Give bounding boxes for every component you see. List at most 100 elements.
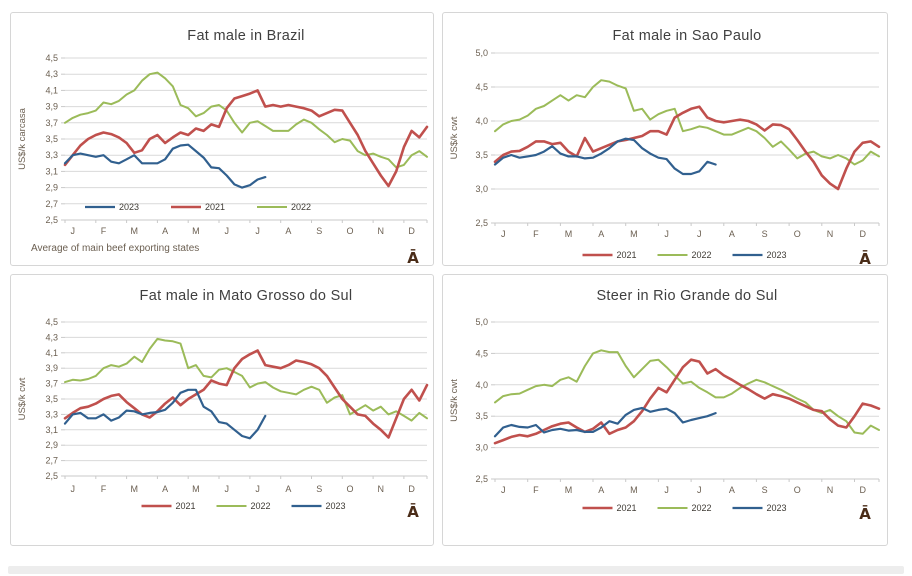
y-tick-label: 4,3 [45,332,58,342]
y-tick-label: 3,7 [45,379,58,389]
legend: 2021 2022 2023 [582,250,787,260]
y-tick-label: 4,5 [475,348,488,358]
legend-label: 2022 [251,501,271,511]
y-tick-label: 2,9 [45,440,58,450]
x-tick-label: O [794,485,801,495]
x-tick-label: A [285,484,291,494]
y-tick-label: 3,5 [475,150,488,160]
x-tick-label: D [408,226,415,236]
x-tick-label: O [794,229,801,239]
legend-label: 2022 [692,250,712,260]
y-tick-label: 4,1 [45,348,58,358]
watermark-glyph: Ā [407,501,419,521]
series-2021-line [63,89,429,188]
series-2021-line [63,349,429,439]
legend-item-2021: 2021 [141,501,196,511]
series-2022-line [64,337,428,422]
legend-label: 2022 [291,202,311,212]
y-tick-label: 3,5 [475,411,488,421]
legend-label: 2023 [767,250,787,260]
y-tick-label: 3,9 [45,102,58,112]
x-tick-label: M [192,226,200,236]
series-2022-line [64,71,428,169]
series-2023-line [63,143,267,189]
legend-item-2021: 2021 [582,250,637,260]
x-tick-label: N [378,226,385,236]
legend-item-2021: 2021 [171,202,225,212]
x-tick-label: N [827,229,834,239]
chart-card-fat-male-sao-paulo: Fat male in Sao Paulo 5,0 4,5 4,0 3,5 3,0 2,5 J… [442,12,888,266]
x-tick-label: J [501,485,506,495]
x-tick-label: S [762,229,768,239]
chart-footnote: Average of main beef exporting states [31,243,199,254]
y-axis-label: US$/k cwt [449,379,460,422]
y-tick-label: 5,0 [475,317,488,327]
y-tick-label: 3,1 [45,166,58,176]
legend-item-2023: 2023 [732,250,787,260]
legend-label: 2021 [617,503,637,513]
y-tick-label: 3,0 [475,443,488,453]
x-tick-label: M [565,229,573,239]
x-tick-label: N [378,484,385,494]
y-tick-label: 2,7 [45,199,58,209]
watermark-glyph: Ā [859,503,871,523]
x-tick-label: M [192,484,200,494]
legend-item-2022: 2022 [216,501,271,511]
y-tick-label: 3,1 [45,425,58,435]
x-tick-label: J [255,226,260,236]
chart-card-fat-male-brazil: Fat male in Brazil 4,5 4,3 4,1 3,9 3,7 3,5 3,3 3… [10,12,434,266]
legend-label: 2023 [119,202,139,212]
x-tick-label: D [859,485,866,495]
legend-item-2022: 2022 [657,503,712,513]
chart-title: Steer in Rio Grande do Sul [596,288,777,304]
x-tick-label: F [101,226,107,236]
x-tick-label: M [131,484,139,494]
series-2023-line [493,137,717,176]
x-tick-label: M [630,229,638,239]
x-tick-label: A [598,485,604,495]
x-tick-label: N [827,485,834,495]
x-tick-label: J [501,229,506,239]
x-tick-label: A [162,484,168,494]
chart-title: Fat male in Mato Grosso do Sul [140,288,353,304]
x-tick-label: J [224,484,229,494]
y-tick-label: 4,3 [45,69,58,79]
series-2023-line [493,406,717,438]
legend: 2021 2022 2023 [582,503,787,513]
x-tick-label: J [224,226,229,236]
legend-item-2022: 2022 [657,250,712,260]
legend-item-2021: 2021 [582,503,637,513]
y-tick-label: 2,5 [475,218,488,228]
x-tick-label: J [697,229,702,239]
y-tick-label: 2,7 [45,456,58,466]
x-tick-label: A [729,229,735,239]
legend-item-2022: 2022 [257,202,311,212]
y-tick-label: 2,5 [45,215,58,225]
x-tick-label: J [255,484,260,494]
y-tick-label: 3,0 [475,184,488,194]
chart-card-fat-male-mato-grosso-do-sul: Fat male in Mato Grosso do Sul 4,5 4,3 4,1 3… [10,274,434,546]
x-tick-label: J [664,229,669,239]
chart-svg: Fat male in Brazil 4,5 4,3 4,1 3,9 3,7 3,5 3,3 3… [17,28,429,265]
x-tick-label: S [316,226,322,236]
legend-label: 2021 [617,250,637,260]
x-tick-label: A [598,229,604,239]
x-tick-label: F [533,485,539,495]
y-tick-label: 5,0 [475,48,488,58]
legend-item-2023: 2023 [732,503,787,513]
legend-item-2023: 2023 [291,501,346,511]
x-tick-label: J [697,485,702,495]
y-tick-label: 3,9 [45,363,58,373]
y-tick-label: 4,0 [475,116,488,126]
series-2022-line [494,79,880,166]
x-tick-label: D [408,484,415,494]
x-tick-label: O [346,484,353,494]
legend-label: 2022 [692,503,712,513]
series-2021-line [493,358,881,445]
x-tick-label: O [346,226,353,236]
series-2021-line [493,105,881,191]
legend-label: 2023 [767,503,787,513]
y-tick-label: 3,3 [45,150,58,160]
x-tick-label: M [565,485,573,495]
watermark-glyph: Ā [407,247,419,265]
